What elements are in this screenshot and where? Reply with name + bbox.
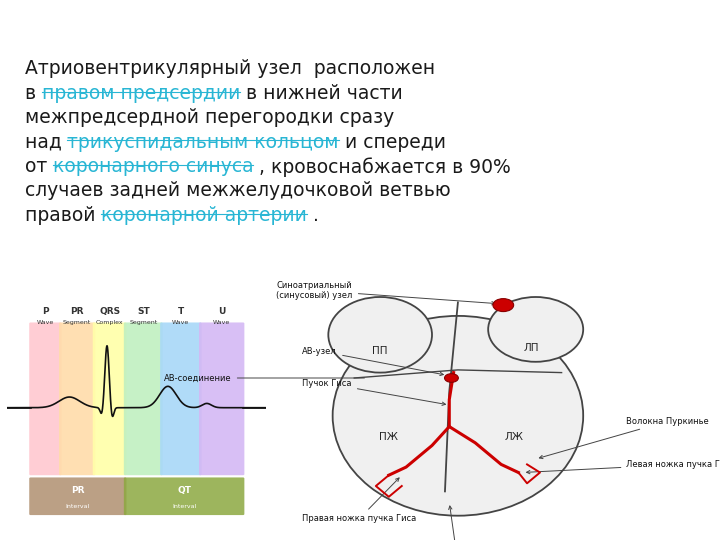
Text: Пучок Гиса: Пучок Гиса xyxy=(302,379,446,406)
FancyBboxPatch shape xyxy=(160,322,202,475)
Text: , кровоснабжается в 90%: , кровоснабжается в 90% xyxy=(253,157,511,177)
Text: Interval: Interval xyxy=(172,504,197,509)
Ellipse shape xyxy=(333,316,583,516)
Ellipse shape xyxy=(328,297,432,373)
Text: Segment: Segment xyxy=(63,320,91,325)
Text: Wave: Wave xyxy=(213,320,230,325)
Text: правой: правой xyxy=(24,206,101,225)
Text: в: в xyxy=(24,84,42,103)
Text: над: над xyxy=(24,133,68,152)
Text: PR: PR xyxy=(71,307,84,316)
Text: ЛП: ЛП xyxy=(523,343,539,353)
Text: ЛЖ: ЛЖ xyxy=(505,433,523,442)
Text: от: от xyxy=(24,157,53,176)
Text: QRS: QRS xyxy=(99,307,120,316)
FancyBboxPatch shape xyxy=(30,322,62,475)
Text: U: U xyxy=(218,307,225,316)
Text: Wave: Wave xyxy=(172,320,189,325)
FancyBboxPatch shape xyxy=(93,322,127,475)
Text: Межжелудочковая перегородка: Межжелудочковая перегородка xyxy=(386,506,530,540)
FancyBboxPatch shape xyxy=(199,322,244,475)
FancyBboxPatch shape xyxy=(124,477,244,515)
Text: Атриовентрикулярный узел  расположен: Атриовентрикулярный узел расположен xyxy=(24,59,435,78)
Text: T: T xyxy=(178,307,184,316)
Text: .: . xyxy=(307,206,319,225)
Text: трикуспидальным кольцом: трикуспидальным кольцом xyxy=(68,133,339,152)
Text: и спереди: и спереди xyxy=(339,133,446,152)
Text: PR: PR xyxy=(71,486,84,495)
Text: Wave: Wave xyxy=(37,320,54,325)
FancyBboxPatch shape xyxy=(30,477,127,515)
Text: АВ-соединение: АВ-соединение xyxy=(164,374,364,382)
Text: коронарного синуса: коронарного синуса xyxy=(53,157,253,176)
Text: АВ-узел: АВ-узел xyxy=(302,347,444,376)
Text: QT: QT xyxy=(177,486,191,495)
Text: Segment: Segment xyxy=(129,320,158,325)
Text: случаев задней межжелудочковой ветвью: случаев задней межжелудочковой ветвью xyxy=(24,181,450,200)
Text: Interval: Interval xyxy=(66,504,90,509)
Text: правом предсердии: правом предсердии xyxy=(42,84,240,103)
Circle shape xyxy=(493,299,513,312)
Text: ST: ST xyxy=(137,307,150,316)
Text: Синоатриальный
(синусовый) узел: Синоатриальный (синусовый) узел xyxy=(276,281,495,305)
Text: P: P xyxy=(42,307,49,316)
FancyBboxPatch shape xyxy=(124,322,163,475)
Text: межпредсердной перегородки сразу: межпредсердной перегородки сразу xyxy=(24,108,394,127)
Text: Левая ножка пучка Гиса: Левая ножка пучка Гиса xyxy=(526,460,720,474)
Ellipse shape xyxy=(488,297,583,362)
Text: ПП: ПП xyxy=(372,346,388,356)
Text: коронарной артерии: коронарной артерии xyxy=(101,206,307,225)
FancyBboxPatch shape xyxy=(59,322,95,475)
Text: Волокна Пуркинье: Волокна Пуркинье xyxy=(539,417,709,458)
Text: Правая ножка пучка Гиса: Правая ножка пучка Гиса xyxy=(302,478,417,523)
Text: в нижней части: в нижней части xyxy=(240,84,402,103)
Text: Complex: Complex xyxy=(96,320,123,325)
Text: ПЖ: ПЖ xyxy=(379,433,398,442)
Circle shape xyxy=(444,374,459,382)
